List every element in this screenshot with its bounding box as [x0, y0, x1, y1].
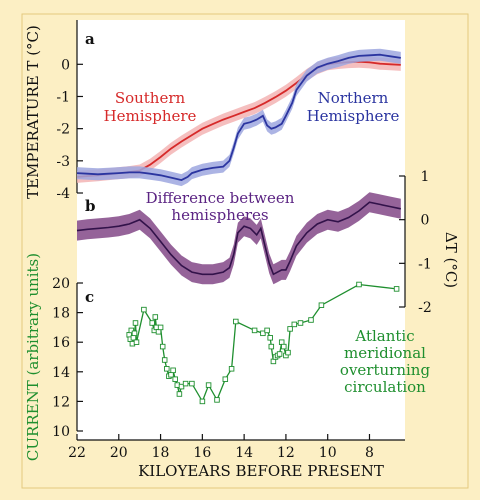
amoc-point: [157, 324, 164, 331]
panel-c-y-tick-label: 16: [52, 335, 70, 351]
panel-c-y-tick-label: 20: [52, 276, 70, 292]
panel-c-y-tick-label: 10: [52, 424, 70, 440]
amoc-point: [132, 320, 139, 326]
x-tick-label: 22: [68, 445, 86, 461]
panel-b-y-tick-label: 1: [421, 169, 430, 185]
difference-band: [77, 192, 401, 285]
amoc-point: [176, 391, 183, 397]
amoc-point: [182, 380, 189, 387]
x-tick-label: 18: [152, 445, 170, 461]
x-tick-label: 12: [277, 445, 295, 461]
panel-c-y-tick-label: 12: [52, 394, 70, 410]
panel-a-y-tick-label: -3: [56, 154, 70, 170]
southern-hemisphere-label: Hemisphere: [104, 107, 197, 125]
difference-label: hemispheres: [171, 206, 268, 224]
x-tick-label: 20: [110, 445, 128, 461]
amoc-point: [308, 317, 314, 323]
amoc-point: [159, 343, 166, 350]
amoc-point: [178, 383, 185, 390]
amoc-label: circulation: [344, 378, 426, 396]
amoc-point: [228, 366, 235, 372]
figure-frame: [21, 13, 469, 489]
amoc-point: [260, 330, 266, 337]
amoc-point: [170, 367, 176, 374]
amoc-point: [233, 318, 239, 325]
panel-b-y-tick-label: -2: [418, 300, 432, 316]
amoc-point: [281, 343, 287, 350]
amoc-point: [278, 339, 285, 345]
northern-hemisphere-band: [77, 48, 401, 187]
amoc-point: [164, 366, 170, 372]
panel-b-letter: b: [85, 197, 96, 215]
amoc-point: [270, 358, 277, 365]
amoc-point: [149, 320, 155, 326]
amoc-point: [131, 330, 138, 337]
amoc-point: [251, 327, 258, 334]
panel-a-y-tick-label: -1: [56, 89, 70, 105]
panel-c-y-tick-label: 18: [52, 306, 70, 322]
difference-line: [76, 201, 401, 276]
x-axis-title: KILOYEARS BEFORE PRESENT: [138, 462, 384, 480]
amoc-point: [189, 380, 195, 387]
amoc-label: Atlantic: [354, 327, 414, 345]
amoc-point: [128, 327, 135, 334]
amoc-point: [161, 357, 168, 363]
amoc-point: [168, 372, 174, 378]
amoc-point: [287, 326, 293, 332]
amoc-point: [393, 286, 400, 292]
amoc-point: [291, 321, 298, 328]
amoc-point: [152, 314, 159, 320]
x-tick-label: 10: [319, 445, 337, 461]
panel-b-y-tick-label: -1: [418, 256, 432, 272]
panel-c-letter: c: [85, 288, 94, 306]
amoc-point: [141, 306, 147, 313]
amoc-point: [318, 302, 325, 308]
panel-c-y-axis-title: CURRENT (arbitrary units): [24, 253, 42, 461]
northern-hemisphere-label: Northern: [318, 89, 389, 107]
panel-a-y-tick-label: -2: [56, 122, 70, 138]
x-tick-label: 8: [365, 445, 374, 461]
x-tick-label: 14: [235, 445, 253, 461]
amoc-point: [264, 327, 270, 334]
amoc-point: [267, 335, 273, 341]
amoc-label: overturning: [340, 361, 431, 379]
southern-hemisphere-label: Southern: [115, 89, 186, 107]
amoc-point: [172, 376, 178, 382]
difference-label: Difference between: [146, 189, 295, 207]
amoc-point: [268, 343, 275, 350]
amoc-label: meridional: [344, 344, 426, 362]
amoc-point: [356, 281, 362, 288]
amoc-point: [205, 382, 212, 388]
panel-a-y-tick-label: -4: [56, 186, 70, 202]
amoc-point: [214, 397, 220, 403]
panel-c-y-tick-label: 14: [52, 365, 70, 381]
panel-b-y-tick-label: 0: [421, 213, 430, 229]
x-tick-label: 16: [193, 445, 211, 461]
panel-a-y-axis-title: TEMPERATURE T (°C): [24, 25, 42, 199]
panel-a-y-tick-label: 0: [61, 57, 70, 73]
amoc-point: [285, 349, 291, 356]
amoc-point: [199, 398, 206, 405]
amoc-point: [222, 376, 229, 382]
amoc-point: [276, 351, 283, 357]
panel-a-letter: a: [85, 30, 95, 48]
amoc-point: [155, 329, 162, 335]
amoc-point: [133, 339, 140, 345]
panel-b-y-axis-title: ΔT (°C): [442, 232, 460, 288]
northern-hemisphere-label: Hemisphere: [307, 107, 400, 125]
southern-hemisphere-band: [77, 55, 401, 183]
amoc-point: [297, 320, 304, 326]
amoc-point: [130, 335, 137, 341]
northern-hemisphere-line: [76, 53, 401, 182]
